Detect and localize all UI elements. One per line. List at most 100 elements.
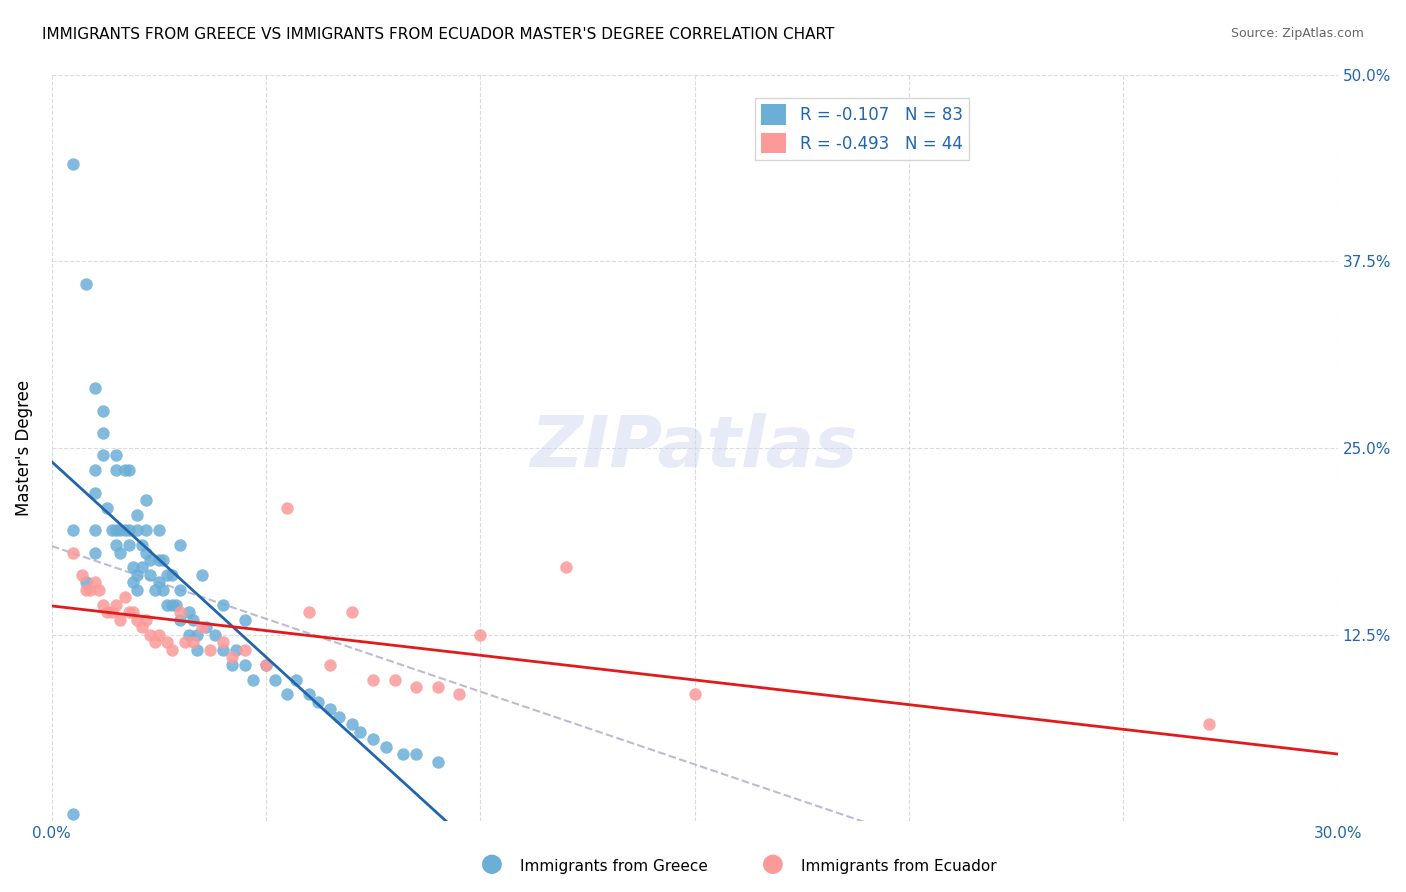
Point (62, 807, 84, 822)
Point (83, 545, 105, 559)
Point (447, 688, 470, 702)
Point (195, 620, 218, 634)
Point (254, 657, 277, 672)
Text: ⬤: ⬤ (481, 855, 503, 874)
Point (91, 598, 114, 612)
Text: Immigrants from Ecuador: Immigrants from Ecuador (801, 859, 997, 874)
Point (340, 605, 363, 619)
Point (186, 628, 208, 642)
Point (276, 688, 298, 702)
Point (83, 485, 105, 500)
Point (110, 545, 132, 559)
Point (1198, 717, 1220, 731)
Text: Immigrants from Greece: Immigrants from Greece (520, 859, 709, 874)
Point (127, 613, 149, 627)
Point (263, 673, 285, 687)
Point (91, 425, 114, 440)
Text: ZIPatlas: ZIPatlas (531, 414, 859, 483)
Point (105, 463, 128, 477)
Point (191, 620, 214, 634)
Point (177, 628, 200, 642)
Point (75, 582, 97, 597)
Point (156, 568, 179, 582)
Point (75, 277, 97, 291)
Point (148, 628, 170, 642)
Point (91, 449, 114, 463)
Point (254, 657, 277, 672)
Point (105, 538, 128, 552)
Point (555, 560, 578, 574)
Point (276, 500, 298, 515)
Point (204, 628, 226, 642)
Point (384, 673, 406, 687)
Point (122, 605, 145, 619)
Point (62, 157, 84, 171)
Point (118, 523, 141, 537)
Point (91, 403, 114, 417)
Point (361, 732, 384, 747)
Point (62, 523, 84, 537)
Point (683, 688, 706, 702)
Point (135, 493, 157, 508)
Point (319, 702, 342, 716)
Point (307, 695, 329, 709)
Point (79, 582, 101, 597)
Point (212, 598, 235, 612)
Point (212, 642, 235, 657)
Point (83, 575, 105, 590)
Point (148, 523, 170, 537)
Point (143, 635, 166, 649)
Point (118, 605, 141, 619)
Point (62, 545, 84, 559)
Point (221, 650, 243, 665)
Point (186, 642, 208, 657)
Legend: R = -0.107   N = 83, R = -0.493   N = 44: R = -0.107 N = 83, R = -0.493 N = 44 (755, 98, 969, 161)
Point (105, 598, 128, 612)
Point (110, 613, 132, 627)
Point (169, 613, 191, 627)
Point (181, 613, 204, 627)
Point (87, 582, 110, 597)
Point (319, 657, 342, 672)
Point (135, 613, 157, 627)
Point (127, 508, 149, 523)
Point (212, 635, 235, 649)
Point (165, 598, 187, 612)
Point (169, 605, 191, 619)
Point (233, 657, 256, 672)
Point (233, 642, 256, 657)
Point (139, 568, 162, 582)
Point (200, 642, 222, 657)
Point (160, 568, 183, 582)
Point (426, 755, 449, 769)
Point (131, 620, 153, 634)
Point (114, 523, 136, 537)
Point (135, 545, 157, 559)
Point (156, 635, 179, 649)
Point (122, 575, 145, 590)
Point (160, 598, 183, 612)
Point (173, 635, 195, 649)
Point (177, 605, 200, 619)
Point (131, 560, 153, 574)
Point (242, 673, 264, 687)
Text: Source: ZipAtlas.com: Source: ZipAtlas.com (1230, 27, 1364, 40)
Text: IMMIGRANTS FROM GREECE VS IMMIGRANTS FROM ECUADOR MASTER'S DEGREE CORRELATION CH: IMMIGRANTS FROM GREECE VS IMMIGRANTS FRO… (42, 27, 835, 42)
Point (83, 463, 105, 477)
Point (118, 538, 141, 552)
Point (181, 635, 204, 649)
Point (392, 747, 415, 762)
Point (233, 613, 256, 627)
Point (169, 582, 191, 597)
Point (131, 538, 153, 552)
Point (191, 568, 214, 582)
Point (100, 523, 122, 537)
Point (148, 575, 170, 590)
Point (105, 449, 128, 463)
Point (96, 605, 118, 619)
Point (349, 724, 371, 739)
Point (328, 710, 350, 724)
Y-axis label: Master's Degree: Master's Degree (15, 380, 32, 516)
Point (83, 523, 105, 537)
Point (122, 560, 145, 574)
